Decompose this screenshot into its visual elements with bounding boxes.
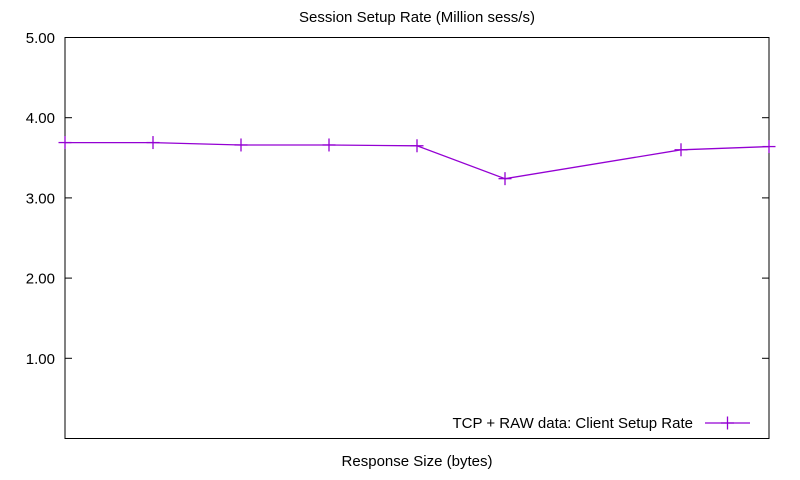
series-line: [65, 141, 770, 180]
plot-border: [64, 37, 770, 439]
y-tick-label: 1.00: [26, 351, 55, 368]
y-tick-label: 4.00: [26, 110, 55, 127]
data-series: [58, 136, 776, 186]
legend-label: TCP + RAW data: Client Setup Rate: [452, 415, 693, 432]
y-tick-label: 5.00: [26, 30, 55, 47]
y-axis-ticks: 5.00 4.00 3.00 2.00 1.00: [26, 30, 769, 368]
legend: TCP + RAW data: Client Setup Rate: [452, 415, 750, 432]
y-tick-label: 2.00: [26, 271, 55, 288]
x-axis-label: Response Size (bytes): [342, 453, 493, 470]
legend-line-sample: [705, 416, 750, 430]
chart-title: Session Setup Rate (Million sess/s): [299, 9, 535, 26]
y-tick-label: 3.00: [26, 190, 55, 207]
